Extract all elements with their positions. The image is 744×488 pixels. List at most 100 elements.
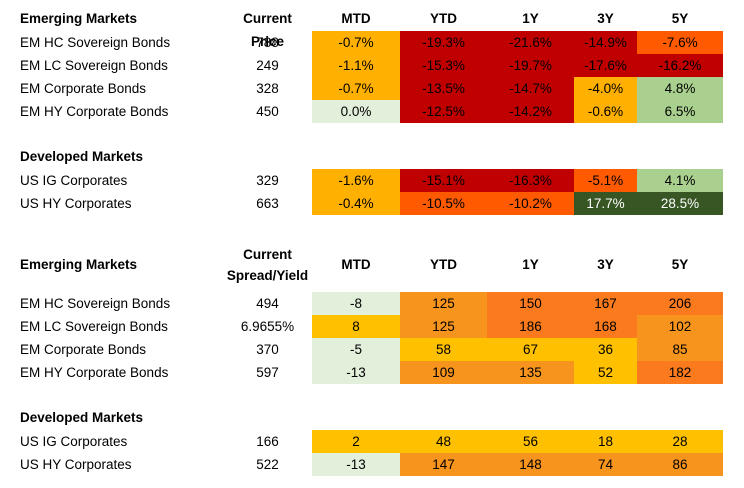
return-cell-mtd: -1.1% (312, 54, 400, 77)
return-cell-1y: 56 (487, 430, 574, 453)
return-cell-mtd: -1.6% (312, 169, 400, 192)
current-value: 370 (256, 342, 279, 357)
return-cell-3y: 36 (574, 338, 637, 361)
column-header-1y: 1Y (522, 257, 539, 272)
column-header-ytd: YTD (430, 257, 457, 272)
return-cell-3y: -5.1% (574, 169, 637, 192)
table-row: EM HY Corporate Bonds 450 0.0% -12.5% -14.2%… (0, 100, 744, 123)
return-cell-1y: 135 (487, 361, 574, 384)
column-header-1y: 1Y (522, 11, 539, 26)
section-title-developed-markets-spread-row: Developed Markets (0, 406, 744, 429)
row-label: EM LC Sovereign Bonds (20, 58, 168, 73)
return-cell-3y: 74 (574, 453, 637, 476)
return-cell-3y: 18 (574, 430, 637, 453)
column-header-5y: 5Y (671, 11, 689, 26)
return-cell-1y: -19.7% (487, 54, 574, 77)
table-row: EM LC Sovereign Bonds 6.9655% 8 125 186 168 10… (0, 315, 744, 338)
return-cell-ytd: -15.1% (400, 169, 487, 192)
current-value: 663 (256, 196, 279, 211)
return-cell-mtd: -13 (312, 453, 400, 476)
section-title-developed-markets-row: Developed Markets (0, 145, 744, 168)
return-cell-5y: 182 (637, 361, 723, 384)
row-label: US HY Corporates (20, 196, 132, 211)
return-cell-ytd: 58 (400, 338, 487, 361)
table-row: US IG Corporates 166 2 48 56 18 28 (0, 430, 744, 453)
return-cell-mtd: 2 (312, 430, 400, 453)
return-cell-1y: 148 (487, 453, 574, 476)
return-cell-ytd: -15.3% (400, 54, 487, 77)
return-cell-3y: 17.7% (574, 192, 637, 215)
return-cell-1y: -14.7% (487, 77, 574, 100)
current-value: 522 (256, 457, 279, 472)
table-row: US HY Corporates 522 -13 147 148 74 86 (0, 453, 744, 476)
return-cell-mtd: -0.7% (312, 31, 400, 54)
return-cell-ytd: 109 (400, 361, 487, 384)
column-header-mtd: MTD (341, 11, 371, 26)
return-cell-mtd: 0.0% (312, 100, 400, 123)
current-value: 450 (256, 104, 279, 119)
column-header-spread: Current Spread/Yield (225, 243, 310, 287)
current-value: 494 (256, 296, 279, 311)
return-cell-ytd: -13.5% (400, 77, 487, 100)
current-value: 249 (256, 58, 279, 73)
return-cell-mtd: -5 (312, 338, 400, 361)
return-cell-ytd: 125 (400, 292, 487, 315)
return-cell-mtd: -13 (312, 361, 400, 384)
return-cell-5y: 4.8% (637, 77, 723, 100)
return-cell-3y: -17.6% (574, 54, 637, 77)
return-cell-5y: 102 (637, 315, 723, 338)
return-cell-5y: 6.5% (637, 100, 723, 123)
column-header-3y: 3Y (597, 257, 614, 272)
return-cell-mtd: -0.4% (312, 192, 400, 215)
return-cell-1y: -16.3% (487, 169, 574, 192)
return-cell-3y: -4.0% (574, 77, 637, 100)
table-row: EM HC Sovereign Bonds 494 -8 125 150 167 206 (0, 292, 744, 315)
return-cell-3y: -0.6% (574, 100, 637, 123)
return-cell-5y: -7.6% (637, 31, 723, 54)
row-label: EM HY Corporate Bonds (20, 104, 169, 119)
spread_table-header-row: Emerging Markets Current Spread/Yield MTD YT… (0, 243, 744, 287)
current-value: 597 (256, 365, 279, 380)
return-cell-ytd: -12.5% (400, 100, 487, 123)
return-cell-1y: -21.6% (487, 31, 574, 54)
column-header-price: Current Price (243, 11, 292, 49)
row-label: US HY Corporates (20, 457, 132, 472)
return-cell-5y: 86 (637, 453, 723, 476)
return-cell-ytd: 48 (400, 430, 487, 453)
return-cell-ytd: 147 (400, 453, 487, 476)
price_table-header-row: Emerging Markets Current Price MTD YTD 1Y 3Y 5… (0, 7, 744, 49)
return-cell-1y: 67 (487, 338, 574, 361)
table-row: EM LC Sovereign Bonds 249 -1.1% -15.3% -19.7… (0, 54, 744, 77)
return-cell-3y: 167 (574, 292, 637, 315)
row-label: EM HY Corporate Bonds (20, 365, 169, 380)
return-cell-ytd: -10.5% (400, 192, 487, 215)
column-header-spread-line2: Spread/Yield (226, 268, 309, 283)
row-label: US IG Corporates (20, 173, 128, 188)
table-row: EM Corporate Bonds 328 -0.7% -13.5% -14.7% -4… (0, 77, 744, 100)
return-cell-5y: -16.2% (637, 54, 723, 77)
table-row: EM HY Corporate Bonds 597 -13 109 135 52 182 (0, 361, 744, 384)
current-value: 788 (256, 35, 279, 50)
row-label: EM Corporate Bonds (20, 81, 147, 96)
column-header-mtd: MTD (341, 257, 371, 272)
return-cell-5y: 85 (637, 338, 723, 361)
column-header-3y: 3Y (597, 11, 614, 26)
return-cell-3y: 52 (574, 361, 637, 384)
return-cell-5y: 206 (637, 292, 723, 315)
section-title-developed-markets: Developed Markets (20, 149, 144, 164)
row-label: EM HC Sovereign Bonds (20, 35, 171, 50)
return-cell-1y: 186 (487, 315, 574, 338)
return-cell-ytd: 125 (400, 315, 487, 338)
row-label: EM Corporate Bonds (20, 342, 147, 357)
current-value: 6.9655% (240, 319, 295, 334)
table-row: EM HC Sovereign Bonds 788 -0.7% -19.3% -21.6… (0, 31, 744, 54)
row-label: US IG Corporates (20, 434, 128, 449)
return-cell-mtd: -8 (312, 292, 400, 315)
return-cell-5y: 4.1% (637, 169, 723, 192)
table-row: US IG Corporates 329 -1.6% -15.1% -16.3% -5.1… (0, 169, 744, 192)
current-value: 329 (256, 173, 279, 188)
column-header-5y: 5Y (671, 257, 689, 272)
return-cell-3y: -14.9% (574, 31, 637, 54)
current-value: 328 (256, 81, 279, 96)
section-title-developed-markets-spread: Developed Markets (20, 410, 144, 425)
